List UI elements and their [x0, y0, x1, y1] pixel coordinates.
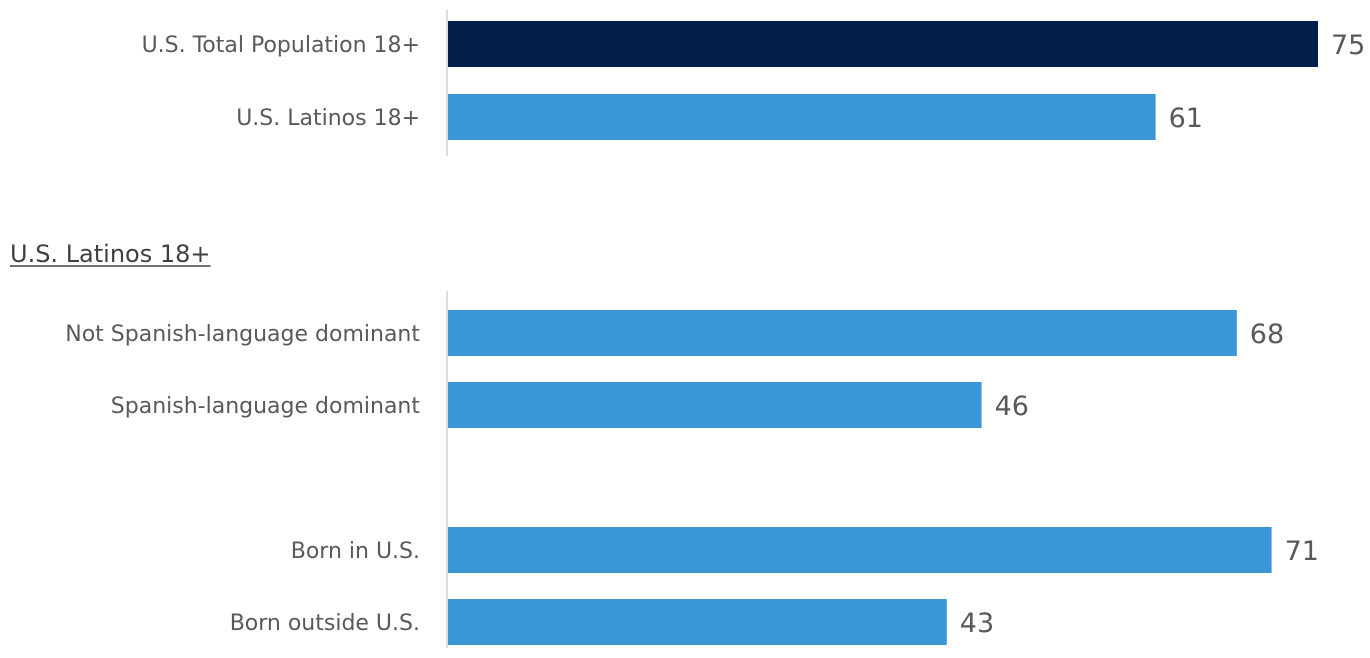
- bar: [448, 94, 1156, 140]
- category-label: Spanish-language dominant: [111, 394, 421, 419]
- bar: [448, 599, 947, 645]
- bar: [448, 382, 982, 428]
- category-label: U.S. Total Population 18+: [142, 33, 420, 58]
- category-label: U.S. Latinos 18+: [236, 106, 420, 131]
- category-label: Born outside U.S.: [230, 611, 420, 636]
- bar: [448, 527, 1272, 573]
- bar: [448, 21, 1318, 67]
- bar: [448, 310, 1237, 356]
- value-label: 43: [960, 608, 994, 639]
- category-label: Born in U.S.: [291, 539, 420, 564]
- section-heading: U.S. Latinos 18+: [10, 240, 211, 268]
- value-label: 75: [1331, 30, 1365, 61]
- value-label: 61: [1169, 103, 1203, 134]
- value-label: 71: [1285, 536, 1319, 567]
- category-label: Not Spanish-language dominant: [65, 322, 420, 347]
- value-label: 46: [995, 391, 1029, 422]
- value-label: 68: [1250, 319, 1284, 350]
